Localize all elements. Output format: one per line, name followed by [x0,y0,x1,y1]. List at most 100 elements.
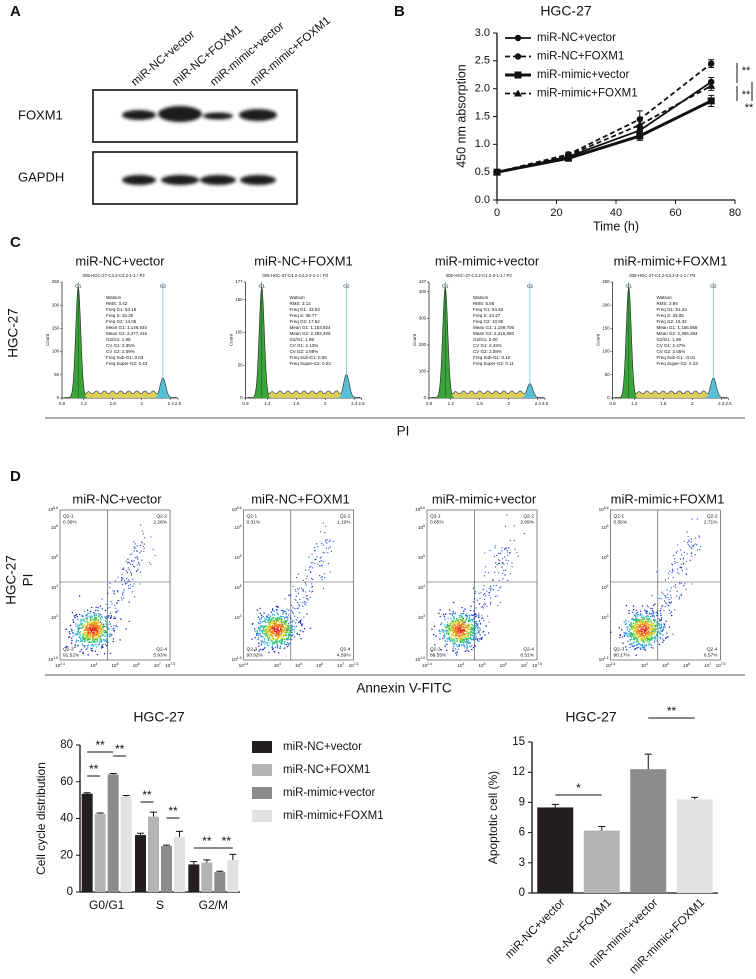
dot [88,630,89,631]
dot [655,631,656,632]
y-axis-label: Count [412,333,417,346]
lane-label: miR-mimic+vector [208,20,287,89]
dot [80,619,81,620]
dot [79,636,80,637]
dot [658,618,659,619]
dot [651,634,652,635]
dot [110,623,111,624]
dot [456,641,457,642]
dot [689,546,690,547]
tick-exp: 5 [117,662,119,666]
tick-label: 102.4 [239,662,249,668]
dot [80,638,81,639]
dot [281,641,282,642]
dot [634,619,635,620]
dot [95,644,96,645]
dot [485,571,486,572]
dot [91,607,92,608]
dot [631,624,632,625]
dot [103,623,104,624]
dot [630,643,631,644]
error-bar [552,804,559,807]
panel-gate: P2 [140,273,146,278]
dot [323,588,324,589]
dot [123,597,124,598]
dot [119,639,120,640]
tick-label: 107.6 [716,662,726,668]
dot [459,629,460,630]
dot [124,580,125,581]
x-tick-label: 2.4 [718,401,725,406]
dot [441,623,442,624]
dot [453,602,454,603]
dot [476,621,477,622]
dot [457,649,458,650]
dot [476,615,477,616]
dot [663,629,664,630]
dot [117,591,118,592]
dot [322,552,323,553]
dot [478,616,479,617]
dot [273,643,274,644]
dot [644,638,645,639]
stat-line: Freq Super-G2: 0.43 [106,361,148,366]
dot [688,539,689,540]
y-axis-label: PI [21,574,36,587]
dot [461,632,462,633]
dot [91,624,92,625]
dot [81,649,82,650]
dot [637,621,638,622]
dot [484,599,485,600]
dot [323,544,324,545]
dot [664,600,665,601]
dot [457,627,458,628]
dot [291,625,292,626]
dot [449,639,450,640]
dot [676,552,677,553]
dot [99,641,100,642]
dot [319,565,320,566]
dot [439,633,440,634]
dot [638,641,639,642]
dot [488,595,489,596]
dot [666,632,667,633]
dot [98,636,99,637]
dot [683,563,684,564]
dot [140,545,141,546]
dot [129,569,130,570]
dot [455,632,456,633]
dot [635,613,636,614]
dot [86,614,87,615]
tick-label: 104 [641,662,648,668]
bar [95,814,106,892]
dot [128,579,129,580]
dot [455,652,456,653]
dot [79,633,80,634]
dot [298,622,299,623]
dot [79,624,80,625]
y-tick-label: 3.0 [475,27,490,39]
x-tick-label: 1.2 [631,401,638,406]
error-bar [97,813,104,814]
dot [286,628,287,629]
dot [274,611,275,612]
dot [87,622,88,623]
y-tick-label: 100 [602,349,610,354]
dot [632,629,633,630]
dot [323,561,324,562]
y-tick-label: 12 [512,766,525,778]
dot [490,590,491,591]
dot [671,572,672,573]
dot [679,583,680,584]
dot [97,630,98,631]
dot [681,595,682,596]
dot [149,562,150,563]
dot [279,623,280,624]
dot [489,588,490,589]
dot [266,630,267,631]
dot [133,583,134,584]
dot [644,647,645,648]
y-axis-label: 450 nm absorption [454,64,468,168]
dot [635,623,636,624]
dot [491,588,492,589]
